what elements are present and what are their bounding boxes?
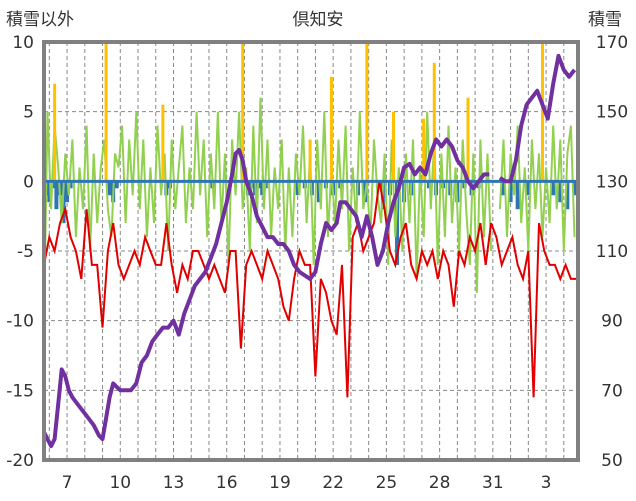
gridlines	[44, 42, 578, 460]
snow-change-bar	[54, 181, 59, 210]
y-right-tick-label: 130	[596, 172, 628, 192]
left-axis-label: 積雪以外	[6, 10, 74, 30]
snow-change-bar	[515, 181, 520, 210]
snow-change-bar	[551, 181, 556, 196]
snow-change-bar	[526, 181, 531, 196]
x-tick-label: 13	[163, 473, 185, 493]
precip-bar	[104, 42, 108, 182]
y-left-tick-label: -5	[17, 242, 34, 262]
precip-bar	[422, 118, 426, 182]
x-tick-label: 31	[482, 473, 504, 493]
precip-bar	[365, 42, 369, 182]
right-axis-label: 積雪	[588, 10, 622, 30]
snow-change-bar	[395, 181, 400, 265]
precip-bar	[308, 139, 312, 182]
precip-bar	[541, 42, 545, 182]
y-right-tick-label: 170	[596, 33, 628, 53]
precip-bar	[466, 97, 470, 182]
snow-depth-line	[42, 137, 490, 449]
snow-change-bar	[295, 181, 300, 196]
x-tick-label: 3	[541, 473, 552, 493]
snow-change-bar	[107, 181, 112, 196]
precip-bar	[53, 83, 57, 182]
snow-change-bar	[68, 181, 73, 189]
chart-title: 倶知安	[293, 10, 344, 30]
snow-change-bar	[501, 181, 506, 196]
precip-bar	[329, 76, 333, 182]
y-left-tick-label: 5	[23, 103, 34, 123]
y-right-tick-label: 90	[601, 312, 623, 332]
series-layer	[42, 42, 578, 449]
y-right-tick-label: 150	[596, 103, 628, 123]
x-tick-label: 22	[322, 473, 344, 493]
precip-bar	[161, 104, 165, 182]
y-right-tick-label: 70	[601, 381, 623, 401]
x-tick-label: 19	[269, 473, 291, 493]
snow-change-bar	[47, 181, 52, 203]
y-left-tick-label: -20	[6, 451, 34, 471]
y-left-tick-label: -10	[6, 312, 34, 332]
plot-frame	[42, 40, 580, 462]
y-right-tick-label: 110	[596, 242, 628, 262]
x-tick-label: 10	[109, 473, 131, 493]
precip-bar	[241, 42, 245, 182]
snow-change-bar	[565, 181, 570, 210]
temperature-line	[43, 181, 577, 398]
y-left-tick-label: 0	[23, 172, 34, 192]
x-tick-label: 25	[376, 473, 398, 493]
x-tick-label: 7	[62, 473, 73, 493]
snow-change-bar	[260, 181, 265, 196]
precip-bar	[432, 62, 436, 182]
y-left-tick-label: -15	[6, 381, 34, 401]
x-tick-label: 28	[429, 473, 451, 493]
snow-change-bar	[65, 181, 70, 203]
snow-depth-line	[498, 53, 577, 184]
snow-change-bar	[558, 181, 563, 203]
x-tick-label: 16	[216, 473, 238, 493]
snow-change-bar	[508, 181, 513, 203]
snow-change-bar	[572, 181, 577, 196]
y-left-tick-label: 10	[12, 33, 34, 53]
precip-bar	[391, 111, 395, 182]
y-right-tick-label: 50	[601, 451, 623, 471]
snow-change-bar	[114, 181, 119, 189]
